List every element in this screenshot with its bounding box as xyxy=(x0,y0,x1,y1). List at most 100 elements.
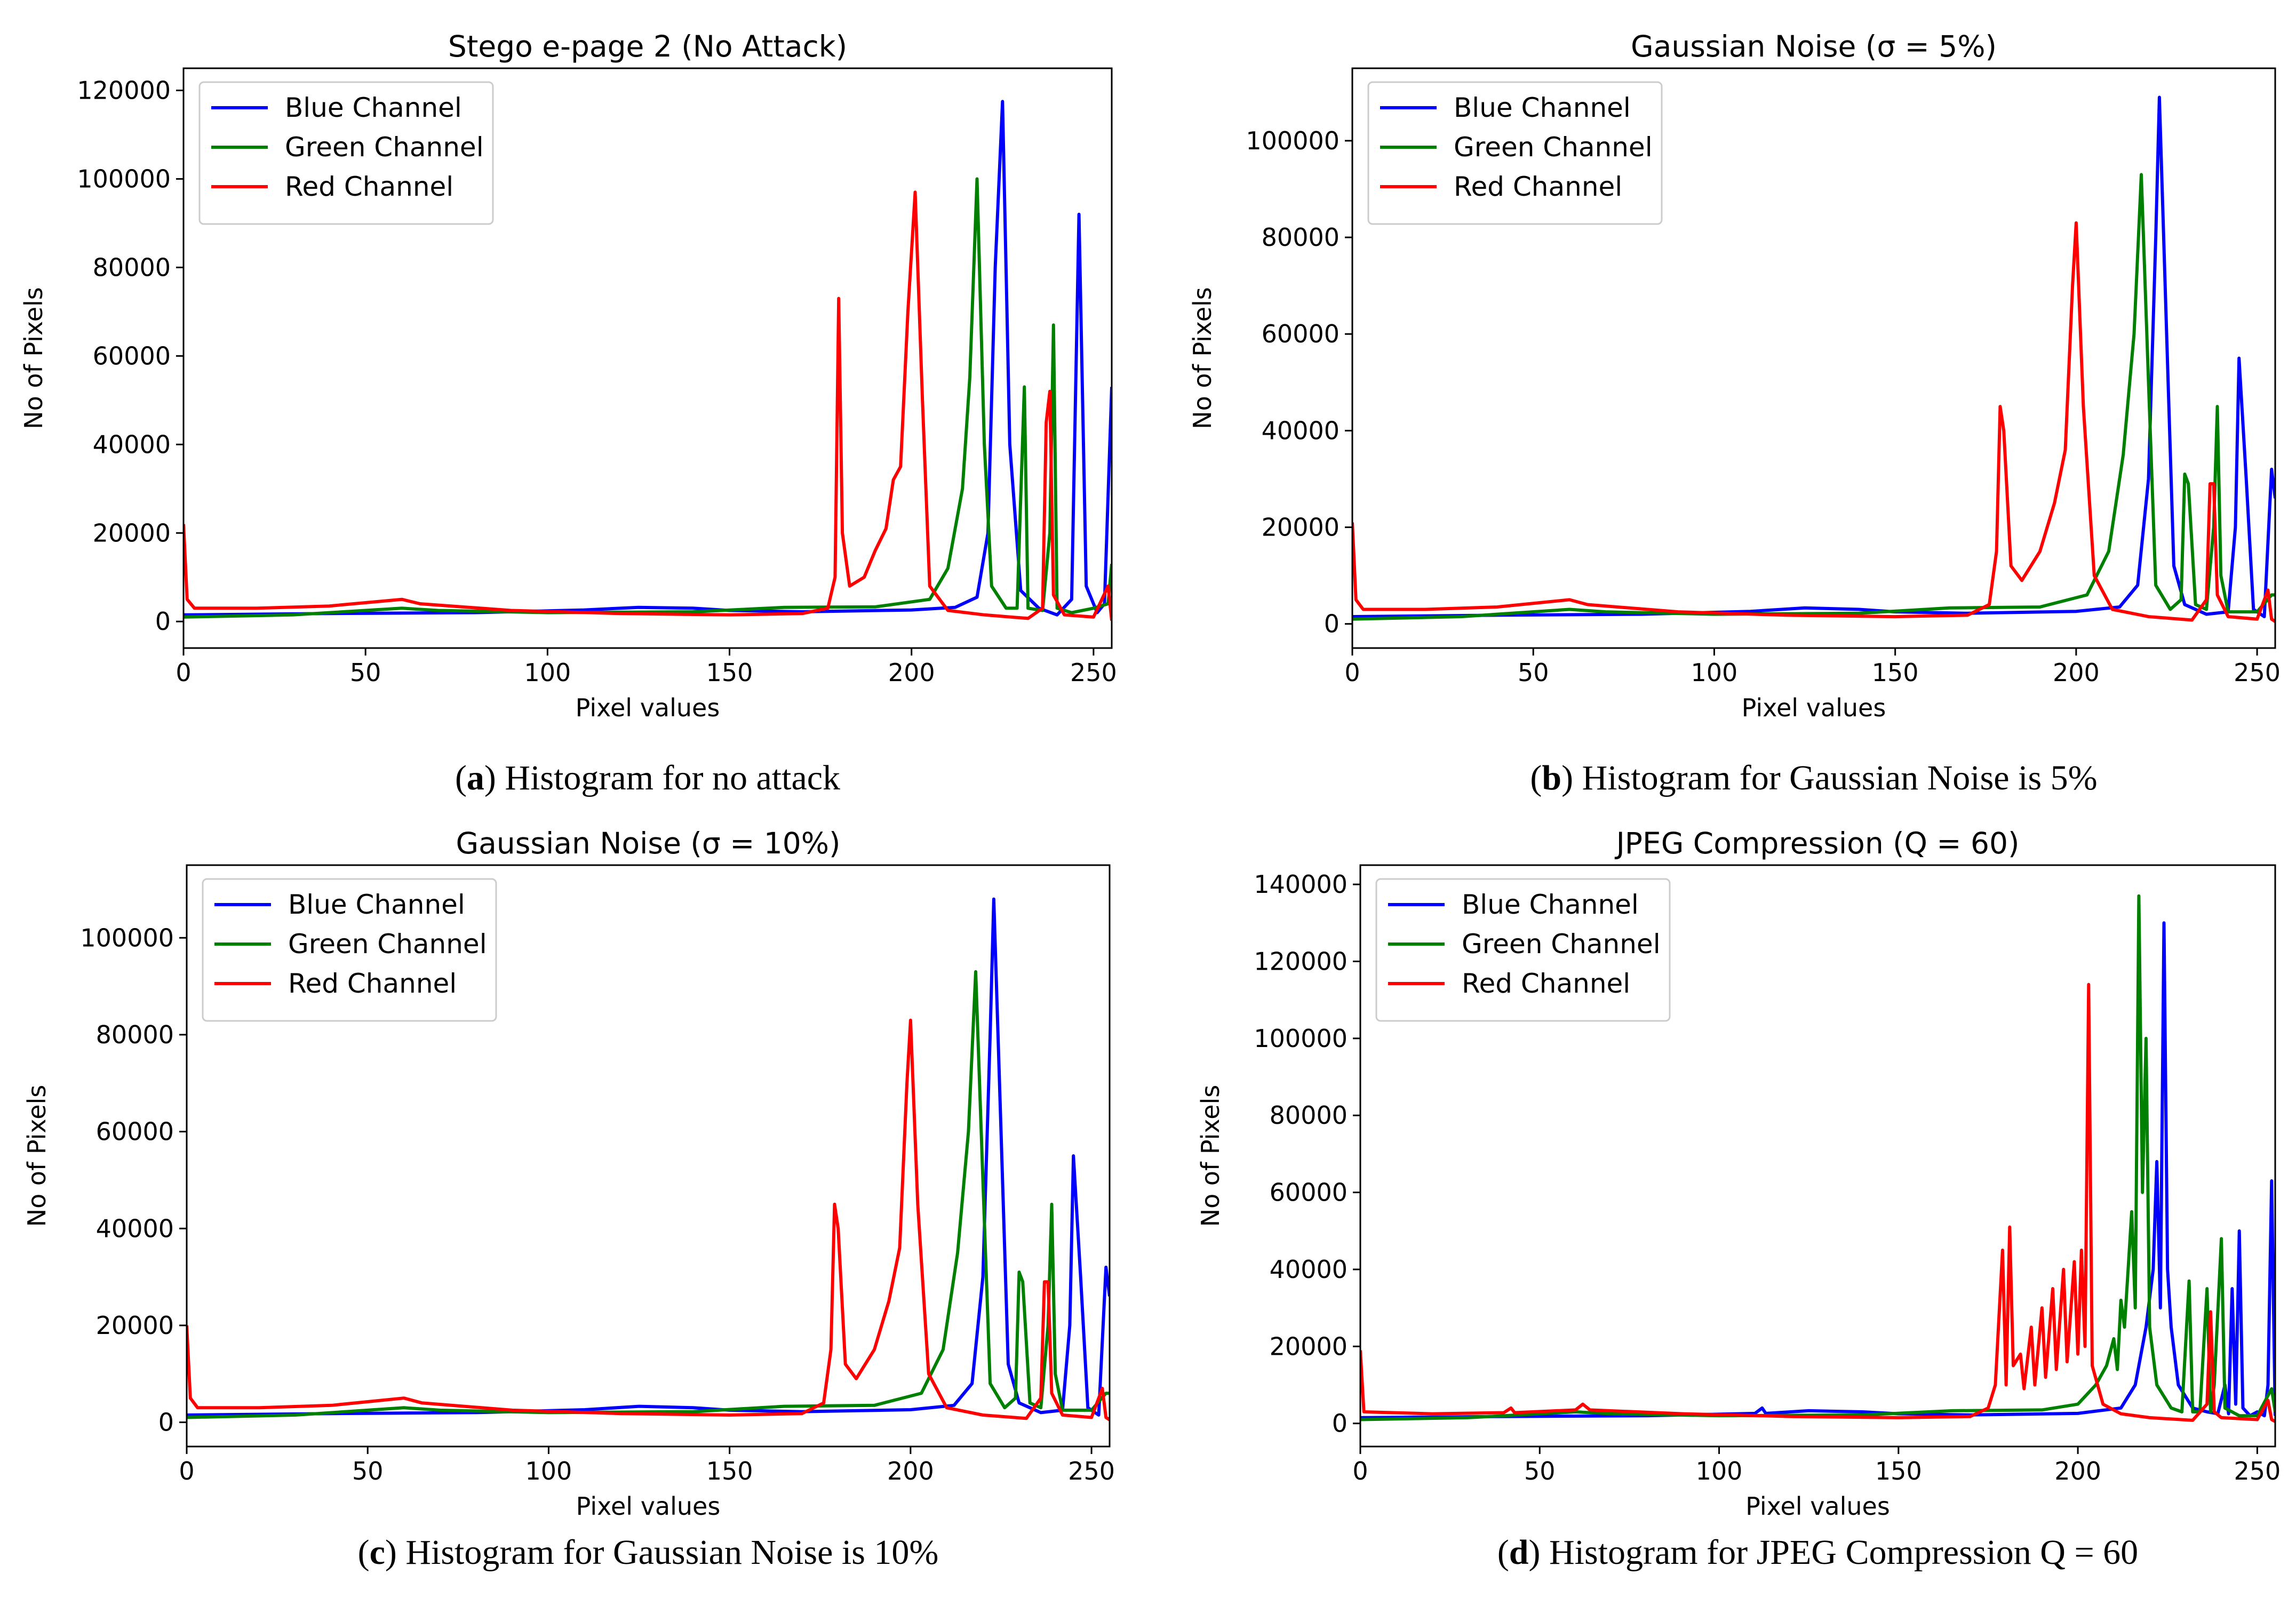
y-tick-label: 20000 xyxy=(1270,1332,1348,1361)
legend-box xyxy=(1375,878,1671,1022)
y-tick-label: 60000 xyxy=(1270,1178,1348,1207)
chart-title: JPEG Compression (Q = 60) xyxy=(1615,826,2020,860)
x-tick-label: 100 xyxy=(1691,658,1738,687)
x-tick-label: 100 xyxy=(1696,1457,1743,1485)
y-tick-label: 60000 xyxy=(96,1117,174,1146)
y-tick-label: 80000 xyxy=(1262,223,1340,252)
plot-frame xyxy=(1359,864,2276,1448)
y-tick-label: 100000 xyxy=(80,923,174,952)
caption-letter: b xyxy=(1542,758,1561,797)
y-tick-label: 0 xyxy=(155,607,171,636)
x-tick-label: 0 xyxy=(176,658,191,687)
figure-caption: (a) Histogram for no attack xyxy=(455,758,840,797)
blue-channel-line xyxy=(187,897,1110,1417)
y-tick-label: 80000 xyxy=(1270,1101,1348,1130)
figure-caption: (b) Histogram for Gaussian Noise is 5% xyxy=(1530,758,2097,797)
y-axis-label: No of Pixels xyxy=(1196,1085,1225,1227)
series-group xyxy=(187,897,1110,1421)
y-axis-label: No of Pixels xyxy=(22,1085,51,1227)
y-tick-label: 40000 xyxy=(1262,416,1340,445)
legend-label: Blue Channel xyxy=(1462,889,1639,920)
figure-caption: (c) Histogram for Gaussian Noise is 10% xyxy=(358,1533,939,1572)
caption-text: Histogram for Gaussian Noise is 10% xyxy=(397,1533,939,1572)
legend-label: Red Channel xyxy=(288,968,457,999)
y-tick-label: 120000 xyxy=(77,76,171,105)
caption-letter: c xyxy=(370,1533,385,1572)
plot-frame xyxy=(1351,67,2276,649)
caption-text: Histogram for JPEG Compression Q = 60 xyxy=(1541,1533,2139,1572)
series-group xyxy=(184,100,1112,621)
y-axis-label: No of Pixels xyxy=(19,287,48,429)
y-tick-label: 20000 xyxy=(96,1311,174,1340)
chart-title: Stego e-page 2 (No Attack) xyxy=(448,29,847,63)
legend-box xyxy=(202,878,497,1022)
x-tick-label: 50 xyxy=(352,1457,384,1485)
green-channel-line xyxy=(187,970,1110,1419)
blue-channel-line xyxy=(1352,95,2275,619)
x-tick-label: 150 xyxy=(1875,1457,1922,1485)
y-tick-label: 140000 xyxy=(1254,870,1348,899)
red-channel-line xyxy=(1352,221,2275,623)
x-tick-label: 50 xyxy=(1524,1457,1556,1485)
x-tick-label: 200 xyxy=(2053,658,2100,687)
legend-label: Red Channel xyxy=(285,171,453,202)
series-group xyxy=(1360,894,2275,1423)
caption-letter: d xyxy=(1509,1533,1529,1572)
caption-text: Histogram for Gaussian Noise is 5% xyxy=(1573,758,2098,797)
legend-label: Red Channel xyxy=(1454,171,1622,202)
x-axis-label: Pixel values xyxy=(576,693,720,722)
y-tick-label: 60000 xyxy=(93,341,171,370)
legend: Blue Channel Green Channel Red Channel xyxy=(202,878,497,1022)
red-channel-line xyxy=(1360,982,2275,1423)
x-tick-label: 100 xyxy=(525,1457,572,1485)
y-tick-label: 80000 xyxy=(96,1020,174,1049)
x-tick-label: 100 xyxy=(524,658,571,687)
y-axis-label: No of Pixels xyxy=(1188,287,1217,429)
y-tick-label: 60000 xyxy=(1262,319,1340,348)
series-group xyxy=(1352,95,2275,623)
x-tick-label: 250 xyxy=(1070,658,1117,687)
x-tick-label: 150 xyxy=(1872,658,1919,687)
legend-label: Green Channel xyxy=(285,132,484,163)
y-tick-label: 20000 xyxy=(93,518,171,547)
caption-text: Histogram for no attack xyxy=(496,758,840,797)
y-tick-label: 20000 xyxy=(1262,513,1340,542)
x-tick-label: 200 xyxy=(2054,1457,2101,1485)
y-tick-label: 100000 xyxy=(1254,1024,1348,1053)
caption-paren-open: ( xyxy=(358,1533,370,1572)
blue-channel-line xyxy=(1360,921,2275,1419)
caption-paren-close: ) xyxy=(1529,1533,1541,1572)
y-tick-label: 120000 xyxy=(1254,947,1348,976)
legend-label: Red Channel xyxy=(1462,968,1630,999)
chart-title: Gaussian Noise (σ = 10%) xyxy=(456,826,841,860)
caption-letter: a xyxy=(467,758,484,797)
x-tick-label: 250 xyxy=(2234,658,2281,687)
x-tick-label: 200 xyxy=(887,1457,934,1485)
blue-channel-line xyxy=(184,100,1112,617)
y-tick-label: 0 xyxy=(1332,1409,1348,1438)
x-axis-label: Pixel values xyxy=(1742,693,1886,722)
green-channel-line xyxy=(184,177,1112,619)
y-tick-label: 40000 xyxy=(96,1214,174,1243)
chart-title: Gaussian Noise (σ = 5%) xyxy=(1631,29,1997,63)
plot-frame xyxy=(182,67,1113,649)
chart-panel-2: Gaussian Noise (σ = 5%) 0 50 100 150 200 250 0 2… xyxy=(1188,29,2281,797)
legend-label: Green Channel xyxy=(1462,929,1661,960)
caption-paren-open: ( xyxy=(1530,758,1542,797)
y-tick-label: 100000 xyxy=(77,164,171,193)
caption-paren-open: ( xyxy=(455,758,467,797)
y-tick-label: 100000 xyxy=(1246,126,1340,155)
caption-paren-close: ) xyxy=(385,1533,397,1572)
chart-panel-1: Stego e-page 2 (No Attack) 0 50 100 150 200 25… xyxy=(19,29,1117,797)
x-tick-label: 0 xyxy=(1344,658,1360,687)
caption-paren-open: ( xyxy=(1497,1533,1509,1572)
y-tick-label: 80000 xyxy=(93,253,171,282)
chart-panel-4: JPEG Compression (Q = 60) 0 50 100 150 200 250… xyxy=(1196,826,2281,1572)
plot-frame xyxy=(186,864,1111,1448)
red-channel-line xyxy=(184,190,1112,621)
x-tick-label: 50 xyxy=(1518,658,1549,687)
y-tick-label: 40000 xyxy=(1270,1255,1348,1284)
y-tick-label: 0 xyxy=(1324,610,1340,638)
x-tick-label: 150 xyxy=(706,658,753,687)
